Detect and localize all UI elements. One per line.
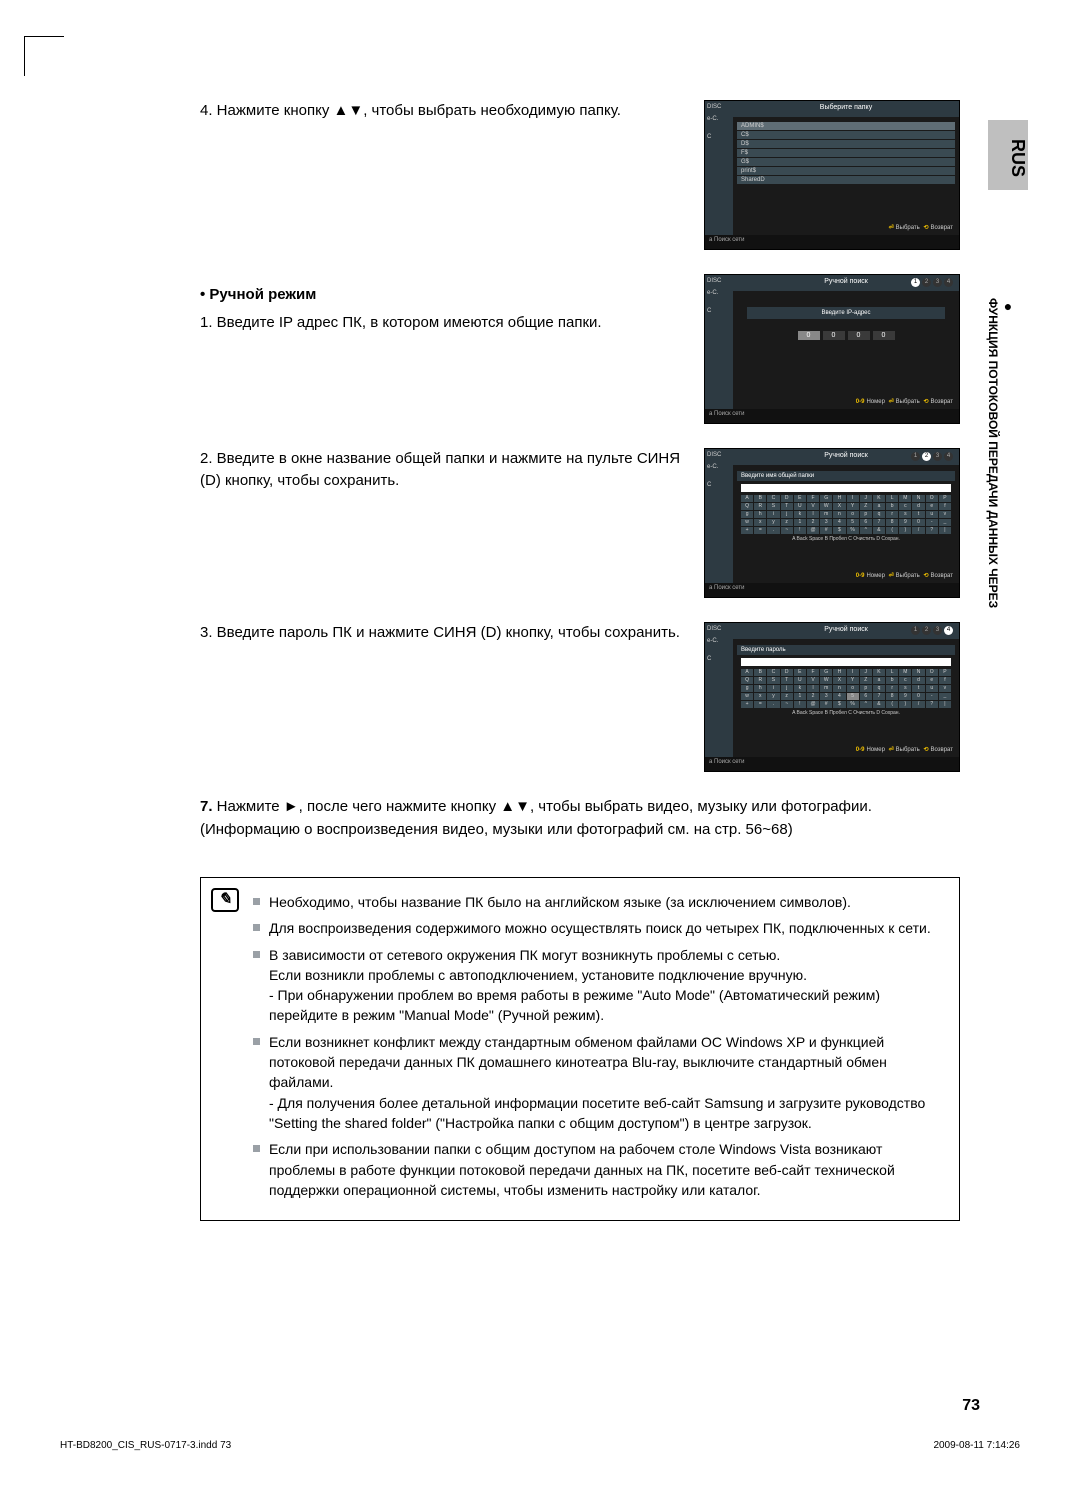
ip-label: Введите IP-адрес [747,307,945,319]
note-icon: ✎ [211,888,239,912]
folder-list: ADMIN$ C$ D$ F$ G$ print$ SharedD [737,122,955,184]
page-content: 4. Нажмите кнопку ▲▼, чтобы выбрать необ… [200,100,960,1221]
sb-item: DISC [705,449,733,461]
note-item: Если при использовании папки с общим дос… [253,1139,943,1200]
screenshot-footer: a Поиск сети [705,757,959,771]
keyboard-label: Введите пароль [737,645,955,655]
manual-step-2-row: 2. Введите в окне название общей папки и… [200,448,960,598]
step-7-num: 7. [200,798,213,815]
list-item: G$ [737,158,955,166]
screenshot-buttons: 0-9Номер ⏎Выбрать ⟲Возврат [854,746,953,753]
crop-mark [24,36,64,76]
keyboard-actions: A Back Space B Пробел C Очистить D Сохра… [737,536,955,542]
sb-item: C [705,131,733,143]
sb-item: C [705,479,733,491]
sb-item: e-C. [705,287,733,299]
footer-meta: HT-BD8200_CIS_RUS-0717-3.indd 73 2009-08… [60,1440,1020,1451]
sb-item: C [705,653,733,665]
manual-step-3-text: 3. Введите пароль ПК и нажмите СИНЯ (D) … [200,622,684,644]
keyboard-label: Введите имя общей папки [737,471,955,481]
list-item: SharedD [737,176,955,184]
screenshot-footer: a Поиск сети [705,409,959,423]
notes-list: Необходимо, чтобы название ПК было на ан… [253,892,943,1200]
list-item: D$ [737,140,955,148]
sb-item: e-C. [705,635,733,647]
keyboard-input [741,658,951,666]
notes-box: ✎ Необходимо, чтобы название ПК было на … [200,877,960,1221]
wizard-steps: 1234 [911,278,953,287]
page-number: 73 [962,1397,980,1415]
sb-item: DISC [705,101,733,113]
list-item: ADMIN$ [737,122,955,130]
ip-fields: 0 0 0 0 [781,331,911,340]
keyboard-input [741,484,951,492]
manual-step-3-row: 3. Введите пароль ПК и нажмите СИНЯ (D) … [200,622,960,772]
step-4-row: 4. Нажмите кнопку ▲▼, чтобы выбрать необ… [200,100,960,250]
language-tab: RUS [988,120,1028,190]
onscreen-keyboard: ABCDEFGHIJKLMNOP QRSTUVWXYZabcdef ghijkl… [741,669,951,708]
sb-item: e-C. [705,113,733,125]
keyboard-actions: A Back Space B Пробел C Очистить D Сохра… [737,710,955,716]
screenshot-password: DISC e-C. C Ручной поиск 1234 Введите па… [704,622,960,772]
section-side-label: ФУНКЦИЯ ПОТОКОВОЙ ПЕРЕДАЧИ ДАННЫХ ЧЕРЕЗ [986,298,1016,608]
screenshot-title: Ручной поиск 1234 [733,623,959,639]
manual-step-2-text: 2. Введите в окне название общей папки и… [200,448,684,492]
screenshot-ip-input: DISC e-C. C Ручной поиск 1234 Введите IP… [704,274,960,424]
step-4-text: 4. Нажмите кнопку ▲▼, чтобы выбрать необ… [200,100,684,122]
note-item: Для воспроизведения содержимого можно ос… [253,918,943,938]
list-item: print$ [737,167,955,175]
manual-mode-heading: • Ручной режим [200,284,684,306]
screenshot-buttons: 0-9Номер ⏎Выбрать ⟲Возврат [854,572,953,579]
wizard-steps: 1234 [911,452,953,461]
wizard-steps: 1234 [911,626,953,635]
manual-step-1-row: • Ручной режим 1. Введите IP адрес ПК, в… [200,274,960,424]
note-item: Если возникнет конфликт между стандартны… [253,1032,943,1133]
note-item: В зависимости от сетевого окружения ПК м… [253,945,943,1026]
screenshot-title: Выберите папку [733,101,959,117]
sb-item: C [705,305,733,317]
sb-item: e-C. [705,461,733,473]
screenshot-title: Ручной поиск 1234 [733,275,959,291]
step-7-text: Нажмите ►, после чего нажмите кнопку ▲▼,… [200,798,872,838]
screenshot-folder-name: DISC e-C. C Ручной поиск 1234 Введите им… [704,448,960,598]
screenshot-title: Ручной поиск 1234 [733,449,959,465]
manual-step-1-text: 1. Введите IP адрес ПК, в котором имеютс… [200,312,684,334]
screenshot-buttons: 0-9Номер ⏎Выбрать ⟲Возврат [854,398,953,405]
screenshot-footer: a Поиск сети [705,235,959,249]
list-item: C$ [737,131,955,139]
footer-timestamp: 2009-08-11 7:14:26 [933,1440,1020,1451]
footer-filename: HT-BD8200_CIS_RUS-0717-3.indd 73 [60,1440,231,1451]
onscreen-keyboard: ABCDEFGHIJKLMNOP QRSTUVWXYZabcdef ghijkl… [741,495,951,534]
sb-item: DISC [705,275,733,287]
screenshot-select-folder: DISC e-C. C Выберите папку ADMIN$ C$ D$ … [704,100,960,250]
step-7: 7. Нажмите ►, после чего нажмите кнопку … [200,796,960,841]
screenshot-buttons: ⏎Выбрать ⟲Возврат [887,224,953,231]
screenshot-footer: a Поиск сети [705,583,959,597]
note-item: Необходимо, чтобы название ПК было на ан… [253,892,943,912]
list-item: F$ [737,149,955,157]
sb-item: DISC [705,623,733,635]
